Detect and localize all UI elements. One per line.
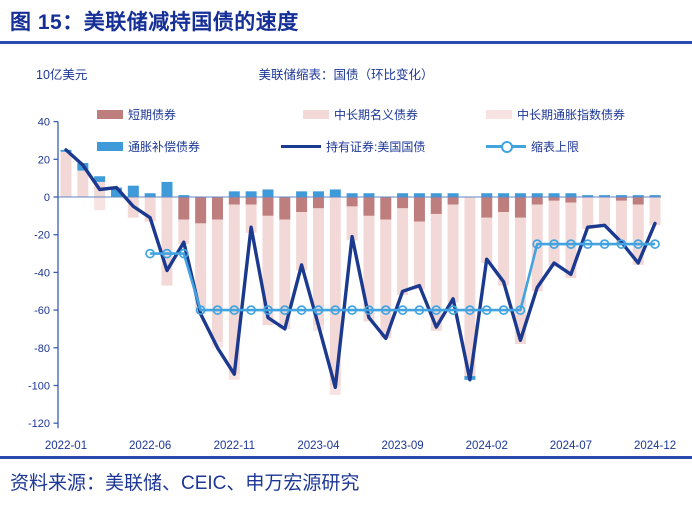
svg-text:-100: -100	[28, 381, 50, 393]
svg-text:-80: -80	[34, 343, 50, 355]
legend-item-cap-line: 缩表上限	[486, 139, 580, 154]
svg-text:2023-04: 2023-04	[297, 440, 340, 452]
chart-title: 美联储缩表：国债（环比变化）	[258, 68, 434, 82]
svg-text:2023-09: 2023-09	[381, 440, 423, 452]
runoff-cap-line	[150, 242, 655, 312]
source-attribution: 资料来源：美联储、CEIC、申万宏源研究	[10, 473, 360, 494]
legend-item-inflation-compensation-bonds: 通胀补偿债券	[97, 139, 201, 154]
legend-swatch-holdings-line	[281, 141, 321, 151]
figure-title: 图 15：美联储减持国债的速度	[10, 11, 299, 34]
svg-text:2022-01: 2022-01	[45, 440, 87, 452]
figure-header: 图 15：美联储减持国债的速度	[10, 6, 686, 36]
svg-text:0: 0	[44, 192, 50, 204]
svg-text:2024-07: 2024-07	[550, 440, 592, 452]
bars-group	[60, 149, 661, 395]
legend-label: 中长期名义债券	[334, 107, 419, 122]
y-axis: 40 20 0 -20 -40 -60 -80 -100 -120	[28, 117, 59, 430]
legend-swatch-nominal	[303, 109, 329, 119]
legend-swatch-inflation-indexed	[486, 109, 512, 119]
legend-label: 持有证券:美国国债	[326, 139, 426, 154]
svg-text:-120: -120	[28, 418, 50, 430]
svg-text:40: 40	[38, 117, 50, 129]
legend-item-short-term-bonds: 短期债券	[97, 107, 177, 122]
runoff-cap-markers	[145, 239, 660, 315]
y-axis-unit-label: 10亿美元	[36, 68, 88, 82]
svg-text:-40: -40	[34, 267, 50, 279]
svg-text:-60: -60	[34, 305, 50, 317]
svg-text:2024-02: 2024-02	[466, 440, 508, 452]
legend-swatch-short-term	[97, 109, 123, 119]
legend-label: 短期债券	[128, 107, 177, 122]
footer-divider	[0, 456, 692, 459]
svg-text:-20: -20	[34, 230, 50, 242]
legend-label: 缩表上限	[531, 139, 580, 154]
legend-label: 通胀补偿债券	[128, 139, 201, 154]
legend-item-inflation-indexed-bonds: 中长期通胀指数债券	[486, 107, 626, 122]
legend-item-holdings-line: 持有证券:美国国债	[281, 139, 426, 154]
legend-swatch-cap-line	[486, 141, 526, 153]
holdings-change-line	[64, 148, 657, 390]
svg-text:2022-11: 2022-11	[214, 440, 255, 452]
legend-label: 中长期通胀指数债券	[517, 107, 626, 122]
title-underline	[0, 41, 692, 44]
svg-text:2024-12: 2024-12	[634, 440, 676, 452]
x-axis-labels: 2022-01 2022-06 2022-11 2023-04 2023-09 2024-…	[45, 440, 676, 452]
legend-swatch-inflation-comp	[97, 141, 123, 151]
svg-text:20: 20	[38, 154, 50, 166]
svg-text:2022-06: 2022-06	[129, 440, 171, 452]
legend-item-nominal-bonds: 中长期名义债券	[303, 107, 419, 122]
